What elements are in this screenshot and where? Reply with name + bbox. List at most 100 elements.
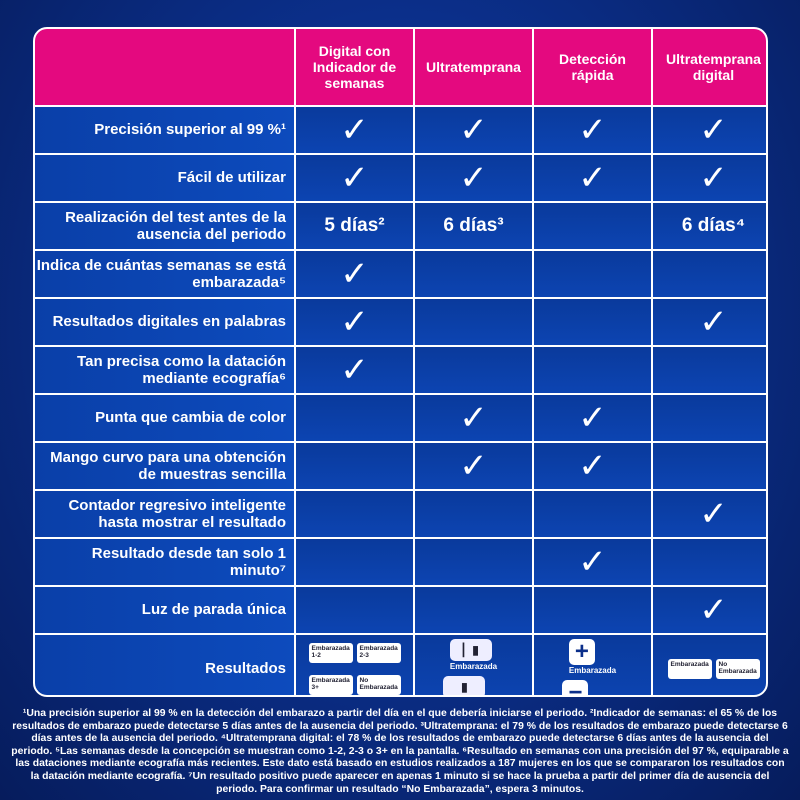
- table-cell: [653, 443, 766, 489]
- result-caption: Embarazada: [568, 666, 617, 675]
- header-digital-indicador: Digital con Indicador de semanas: [296, 29, 413, 105]
- check-icon: ✓: [459, 447, 488, 485]
- days-value: 6 días⁴: [681, 215, 746, 236]
- comparison-table: Digital con Indicador de semanas Ultrate…: [33, 27, 768, 697]
- table-cell: [415, 587, 532, 633]
- table-cell: ✓: [296, 107, 413, 153]
- header-deteccion-rapida: Detección rápida: [534, 29, 651, 105]
- table-cell: ✓: [534, 395, 651, 441]
- result-display: Embarazada 2-3: [356, 643, 401, 663]
- check-icon: ✓: [459, 399, 488, 437]
- table-cell: 5 días²: [296, 203, 413, 249]
- table-cell: [534, 491, 651, 537]
- table-cell: ✓: [653, 107, 766, 153]
- table-cell: [415, 347, 532, 393]
- table-cell: ✓: [653, 299, 766, 345]
- check-icon: ✓: [340, 111, 369, 149]
- row-label: Tan precisa como la datación mediante ec…: [35, 347, 294, 393]
- check-icon: ✓: [340, 351, 369, 389]
- check-icon: ✓: [578, 111, 607, 149]
- table-cell: ✓: [415, 443, 532, 489]
- table-cell: ✓: [296, 251, 413, 297]
- days-value: 6 días³: [443, 215, 504, 236]
- row-label: Punta que cambia de color: [35, 395, 294, 441]
- check-icon: ✓: [578, 447, 607, 485]
- table-cell: [415, 539, 532, 585]
- row-label: Resultados digitales en palabras: [35, 299, 294, 345]
- table-cell: 6 días³: [415, 203, 532, 249]
- result-display: Embarazada: [667, 659, 712, 679]
- results-deteccion-rapida: +Embarazada −No Embarazada: [534, 635, 651, 695]
- check-icon: ✓: [699, 111, 728, 149]
- footnotes: ¹Una precisión superior al 99 % en la de…: [11, 708, 789, 795]
- result-caption: Embarazada: [449, 662, 498, 671]
- table-cell: ✓: [653, 491, 766, 537]
- table-cell: 6 días⁴: [653, 203, 766, 249]
- header-corner: [35, 29, 294, 105]
- result-display: Embarazada 3+: [308, 675, 353, 695]
- check-icon: ✓: [699, 159, 728, 197]
- row-label: Fácil de utilizar: [35, 155, 294, 201]
- row-label: Luz de parada única: [35, 587, 294, 633]
- test-stick-icon: ▏▮: [449, 639, 492, 661]
- check-icon: ✓: [340, 255, 369, 293]
- test-stick-icon: ▮: [443, 675, 486, 695]
- check-icon: ✓: [699, 591, 728, 629]
- result-item: + Embarazada: [568, 638, 617, 676]
- table-cell: ✓: [653, 587, 766, 633]
- row-label: Mango curvo para una obtención de muestr…: [35, 443, 294, 489]
- check-icon: ✓: [459, 111, 488, 149]
- table-cell: [653, 539, 766, 585]
- table-cell: [415, 299, 532, 345]
- check-icon: ✓: [578, 399, 607, 437]
- table-cell: ✓: [415, 107, 532, 153]
- result-display: No Embarazada: [356, 675, 401, 695]
- table-cell: [534, 203, 651, 249]
- table-cell: ✓: [534, 107, 651, 153]
- row-label: Contador regresivo inteligente hasta mos…: [35, 491, 294, 537]
- row-label: Indica de cuántas semanas se está embara…: [35, 251, 294, 297]
- results-label: Resultados: [35, 635, 294, 695]
- table-cell: ✓: [415, 395, 532, 441]
- check-icon: ✓: [340, 159, 369, 197]
- header-ultratemprana-digital: Ultratemprana digital: [653, 29, 766, 105]
- table-cell: [415, 251, 532, 297]
- result-display: No Embarazada: [715, 659, 760, 679]
- table-cell: [296, 587, 413, 633]
- check-icon: ✓: [699, 303, 728, 341]
- table-cell: ✓: [296, 299, 413, 345]
- table-cell: [296, 491, 413, 537]
- row-label: Precisión superior al 99 %¹: [35, 107, 294, 153]
- row-label: Realización del test antes de la ausenci…: [35, 203, 294, 249]
- table-cell: ✓: [296, 347, 413, 393]
- result-item: ▮No Embarazada: [443, 675, 503, 695]
- table-cell: [534, 347, 651, 393]
- table-cell: [653, 347, 766, 393]
- table-cell: ✓: [415, 155, 532, 201]
- check-icon: ✓: [578, 543, 607, 581]
- table-cell: [534, 251, 651, 297]
- check-icon: ✓: [459, 159, 488, 197]
- table-cell: [653, 251, 766, 297]
- plus-icon: +: [568, 638, 595, 665]
- table-cell: ✓: [534, 539, 651, 585]
- table-cell: [296, 443, 413, 489]
- results-digital-indicador: Embarazada 1-2 Embarazada 2-3 Embarazada 3…: [296, 635, 413, 695]
- result-item: −No Embarazada: [562, 679, 622, 695]
- table-cell: [296, 395, 413, 441]
- table-cell: [415, 491, 532, 537]
- results-ultratemprana: ▏▮Embarazada ▮No Embarazada: [415, 635, 532, 695]
- result-item: ▏▮ Embarazada: [449, 639, 498, 672]
- table-cell: [534, 587, 651, 633]
- table-cell: ✓: [296, 155, 413, 201]
- table-cell: [534, 299, 651, 345]
- minus-icon: −: [562, 679, 589, 695]
- table-cell: ✓: [534, 443, 651, 489]
- table-cell: [296, 539, 413, 585]
- check-icon: ✓: [578, 159, 607, 197]
- table-cell: [653, 395, 766, 441]
- days-value: 5 días²: [324, 215, 385, 236]
- check-icon: ✓: [340, 303, 369, 341]
- table-cell: ✓: [534, 155, 651, 201]
- check-icon: ✓: [699, 495, 728, 533]
